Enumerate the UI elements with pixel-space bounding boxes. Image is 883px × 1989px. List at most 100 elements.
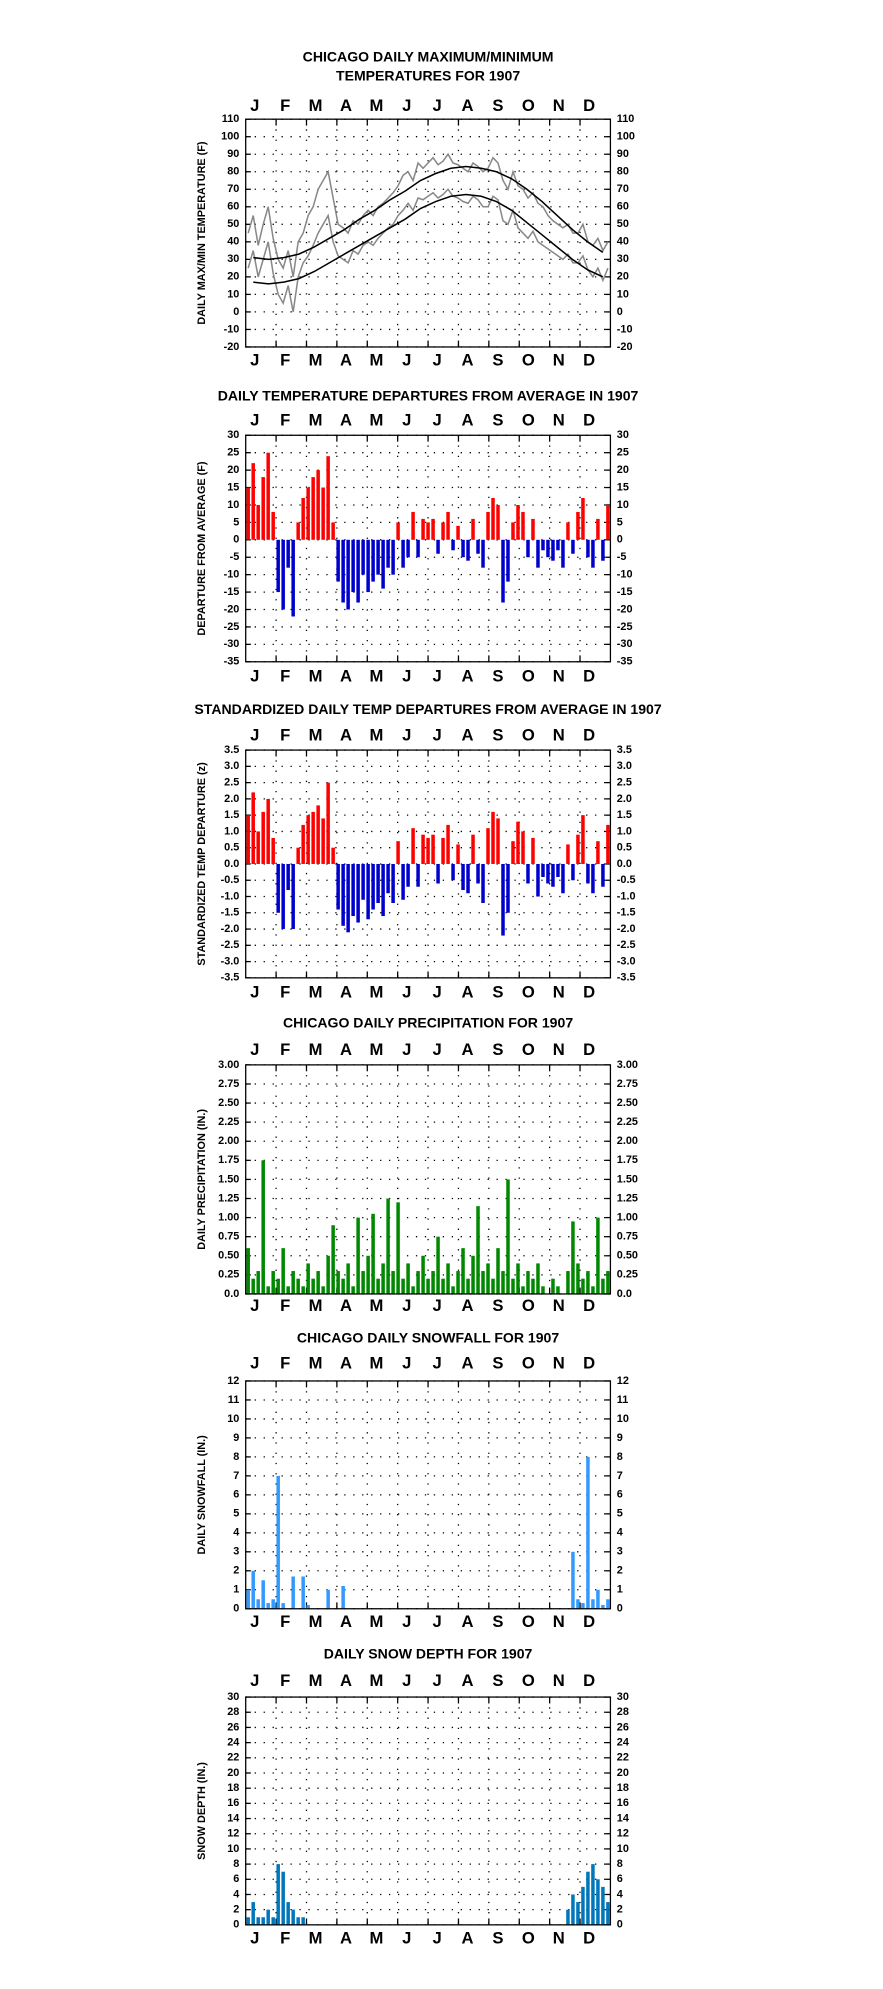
month-label: S bbox=[492, 1040, 503, 1059]
y2-tick-label: 12 bbox=[617, 1375, 629, 1387]
y2-tick-label: 1.00 bbox=[617, 1211, 638, 1223]
month-label: S bbox=[492, 411, 503, 430]
y2-tick-label: 100 bbox=[617, 131, 635, 143]
month-label: S bbox=[492, 350, 503, 369]
month-label: J bbox=[433, 96, 442, 115]
bar bbox=[411, 828, 415, 864]
bar bbox=[306, 815, 310, 864]
y-tick-label: 0 bbox=[233, 534, 239, 546]
bar bbox=[446, 1263, 450, 1294]
month-label: O bbox=[522, 983, 535, 1002]
y2-tick-label: -3.0 bbox=[617, 955, 636, 967]
bar bbox=[576, 511, 580, 540]
y2-tick-label: -35 bbox=[617, 656, 633, 668]
y2-tick-label: 1.0 bbox=[617, 825, 632, 837]
bar bbox=[541, 539, 545, 551]
bar bbox=[366, 1255, 370, 1294]
bar bbox=[356, 539, 360, 603]
bar bbox=[606, 1599, 610, 1609]
y2-tick-label: 6 bbox=[617, 1873, 623, 1885]
bar bbox=[591, 1599, 595, 1609]
bar bbox=[266, 1603, 270, 1609]
month-label: N bbox=[553, 667, 565, 686]
bar bbox=[426, 837, 430, 864]
y2-tick-label: 30 bbox=[617, 253, 629, 265]
plot-frame bbox=[245, 1064, 612, 1295]
month-label: D bbox=[583, 1040, 595, 1059]
bar bbox=[381, 1263, 385, 1294]
y-tick-label: -0.5 bbox=[221, 874, 240, 886]
bar bbox=[396, 841, 400, 864]
bar bbox=[261, 1917, 265, 1925]
bar bbox=[481, 539, 485, 568]
month-label: J bbox=[433, 725, 442, 744]
bar bbox=[261, 1160, 265, 1294]
plot-frame bbox=[245, 1380, 612, 1610]
month-label: O bbox=[522, 1612, 535, 1631]
month-label: M bbox=[309, 1671, 323, 1690]
bar bbox=[596, 1879, 600, 1925]
bar bbox=[511, 841, 515, 864]
y-tick-label: 4 bbox=[233, 1527, 239, 1539]
y-tick-label: -25 bbox=[224, 621, 240, 633]
y2-tick-label: 3.00 bbox=[617, 1059, 638, 1071]
month-label: F bbox=[280, 983, 290, 1002]
bar bbox=[246, 1589, 250, 1609]
month-label: M bbox=[369, 667, 383, 686]
month-label: M bbox=[309, 1354, 323, 1373]
y2-tick-label: 14 bbox=[617, 1812, 629, 1824]
bar bbox=[266, 798, 270, 864]
bar bbox=[281, 863, 285, 930]
y2-tick-label: 3.0 bbox=[617, 760, 632, 772]
month-label: J bbox=[433, 667, 442, 686]
y-tick-label: 30 bbox=[227, 1691, 239, 1703]
bar bbox=[486, 1263, 490, 1294]
month-label: J bbox=[402, 667, 411, 686]
month-label: J bbox=[402, 1296, 411, 1315]
y2-tick-label: 2.0 bbox=[617, 793, 632, 805]
month-label: S bbox=[492, 1928, 503, 1947]
y-axis-label: DAILY MAX/MIN TEMPERATURE (F) bbox=[196, 141, 208, 325]
y-axis-label: SNOW DEPTH (IN.) bbox=[196, 1762, 208, 1860]
month-label: F bbox=[280, 1354, 290, 1373]
bar bbox=[496, 1248, 500, 1294]
y-tick-label: 1.5 bbox=[224, 809, 239, 821]
y-tick-label: -1.5 bbox=[221, 907, 240, 919]
bar bbox=[291, 1576, 295, 1609]
bar bbox=[501, 863, 505, 936]
bar bbox=[491, 811, 495, 864]
bar bbox=[361, 863, 365, 900]
bar bbox=[301, 1917, 305, 1925]
y2-tick-label: 6 bbox=[617, 1489, 623, 1501]
bar bbox=[296, 522, 300, 540]
bar bbox=[351, 1286, 355, 1294]
bar bbox=[601, 1886, 605, 1925]
month-label: M bbox=[309, 1040, 323, 1059]
y2-tick-label: -5 bbox=[617, 551, 627, 563]
month-label: N bbox=[553, 983, 565, 1002]
month-label: D bbox=[583, 725, 595, 744]
bar bbox=[606, 504, 610, 540]
bar bbox=[436, 1236, 440, 1294]
bar bbox=[256, 1599, 260, 1609]
bar bbox=[336, 539, 340, 582]
month-label: J bbox=[402, 1928, 411, 1947]
bar bbox=[601, 863, 605, 887]
y-tick-label: 2 bbox=[233, 1565, 239, 1577]
y2-tick-label: 1.50 bbox=[617, 1173, 638, 1185]
y2-tick-label: -2.0 bbox=[617, 923, 636, 935]
bar bbox=[336, 1271, 340, 1294]
bar bbox=[296, 1278, 300, 1294]
y2-tick-label: -10 bbox=[617, 323, 633, 335]
bar bbox=[346, 863, 350, 933]
bar bbox=[556, 863, 560, 877]
bar bbox=[531, 837, 535, 864]
bar bbox=[326, 456, 330, 540]
y2-tick-label: 30 bbox=[617, 429, 629, 441]
bar bbox=[391, 539, 395, 575]
bar bbox=[531, 518, 535, 540]
bar bbox=[526, 539, 530, 558]
bar bbox=[451, 863, 455, 881]
month-label: M bbox=[369, 1612, 383, 1631]
bar bbox=[261, 811, 265, 864]
